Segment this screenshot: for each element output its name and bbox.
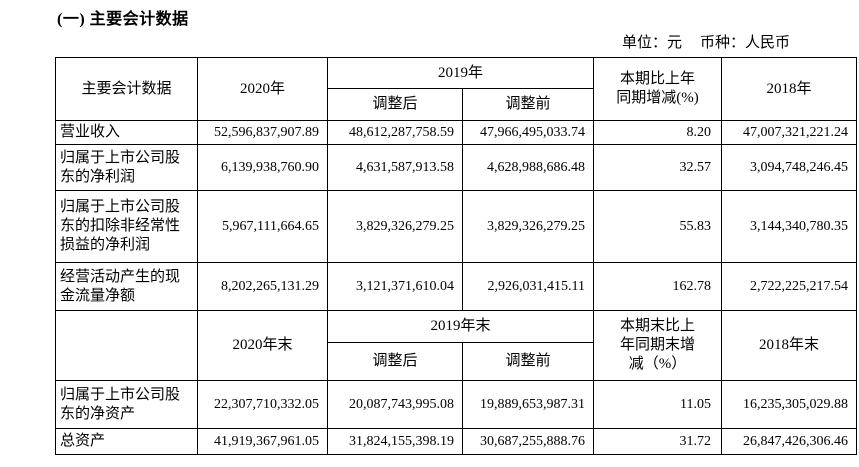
row-label: 经营活动产生的现金流量净额 xyxy=(55,262,198,311)
cell-change: 55.83 xyxy=(593,190,723,263)
table-row-deducted-net-profit: 归属于上市公司股东的扣除非经常性损益的净利润 5,967,111,664.65 … xyxy=(55,190,858,263)
cell-2019-after: 4,631,587,913.58 xyxy=(327,144,463,191)
header-change-line1: 本期比上年 xyxy=(620,71,696,87)
cell-2019-after: 48,612,287,758.59 xyxy=(327,120,463,145)
unit-note: 单位：元 币种：人民币 xyxy=(622,31,790,52)
cell-2020: 5,967,111,664.65 xyxy=(197,190,328,263)
table-row-operating-cash-flow: 经营活动产生的现金流量净额 8,202,265,131.29 3,121,371… xyxy=(55,262,858,311)
cell-2020: 52,596,837,907.89 xyxy=(197,120,328,145)
cell-2019-before: 30,687,255,888.76 xyxy=(461,428,595,455)
cell-2020: 8,202,265,131.29 xyxy=(197,262,328,311)
cell-2019-before: 4,628,988,686.48 xyxy=(461,144,595,191)
row-label: 归属于上市公司股东的扣除非经常性损益的净利润 xyxy=(55,190,198,263)
header-cell-change: 本期比上年 同期增减(%) xyxy=(593,57,723,121)
endpoint-header-row-1: 2020年末 2019年末 本期末比上 年同期末增 减（%） 2018年末 xyxy=(55,310,858,381)
cell-2019-before: 47,966,495,033.74 xyxy=(461,120,595,145)
header-cell-change-end: 本期末比上 年同期末增 减（%） xyxy=(593,310,723,381)
header-change-end-line2: 年同期末增 xyxy=(620,337,696,353)
header-cell-adjusted-before-end: 调整前 xyxy=(461,342,595,381)
header-change-end-line3: 减（%） xyxy=(628,356,687,372)
cell-2018: 2,722,225,217.54 xyxy=(721,262,858,311)
cell-2019-after: 20,087,743,995.08 xyxy=(327,380,463,429)
row-label: 总资产 xyxy=(55,428,198,455)
cell-2019-before: 19,889,653,987.31 xyxy=(461,380,595,429)
header-cell-2018: 2018年 xyxy=(721,57,858,121)
period-header-row-2: 调整后 调整前 xyxy=(56,88,857,121)
cell-2018: 47,007,321,221.24 xyxy=(721,120,858,145)
cell-2019-after: 3,121,371,610.04 xyxy=(327,262,463,311)
cell-2020: 22,307,710,332.05 xyxy=(197,380,328,429)
header-cell-adjusted-before: 调整前 xyxy=(461,88,595,121)
cell-2019-after: 3,829,326,279.25 xyxy=(327,190,463,263)
cell-2019-after: 31,824,155,398.19 xyxy=(327,428,463,455)
table-row-total-assets: 总资产 41,919,367,961.05 31,824,155,398.19 … xyxy=(55,428,858,455)
currency-label: 币种：人民币 xyxy=(699,35,790,51)
endpoint-header-row-2: 调整后 调整前 xyxy=(56,342,857,381)
cell-change: 32.57 xyxy=(593,144,723,191)
cell-2018: 3,144,340,780.35 xyxy=(721,190,858,263)
section-title: (一) 主要会计数据 xyxy=(57,11,189,28)
header-cell-empty xyxy=(55,310,198,381)
period-header-row-1: 主要会计数据 2020年 2019年 本期比上年 同期增减(%) 2018年 xyxy=(55,57,858,121)
header-cell-2020: 2020年 xyxy=(197,57,328,121)
unit-label: 单位：元 xyxy=(621,35,682,51)
header-cell-2019-end: 2019年末 xyxy=(326,310,595,343)
table-row-net-profit: 归属于上市公司股东的净利润 6,139,938,760.90 4,631,587… xyxy=(55,144,858,191)
header-cell-2020-end: 2020年末 xyxy=(197,310,328,381)
cell-2019-before: 3,829,326,279.25 xyxy=(461,190,595,263)
header-cell-adjusted-after: 调整后 xyxy=(327,88,463,121)
cell-2018: 26,847,426,306.46 xyxy=(721,428,858,455)
header-change-line2: 同期增减(%) xyxy=(616,90,699,106)
cell-change: 8.20 xyxy=(593,120,723,145)
cell-change: 11.05 xyxy=(593,380,723,429)
cell-2018: 3,094,748,246.45 xyxy=(721,144,858,191)
row-label: 归属于上市公司股东的净资产 xyxy=(55,380,198,429)
row-label: 营业收入 xyxy=(55,120,198,145)
cell-2020: 41,919,367,961.05 xyxy=(197,428,328,455)
header-cell-adjusted-after-end: 调整后 xyxy=(327,342,463,381)
row-label: 归属于上市公司股东的净利润 xyxy=(55,144,198,191)
key-accounting-data-table: 主要会计数据 2020年 2019年 本期比上年 同期增减(%) 2018年 调… xyxy=(55,57,858,455)
header-cell-label: 主要会计数据 xyxy=(55,57,198,121)
header-cell-2019: 2019年 xyxy=(326,57,595,89)
table-row-revenue: 营业收入 52,596,837,907.89 48,612,287,758.59… xyxy=(55,120,858,145)
table-row-net-assets: 归属于上市公司股东的净资产 22,307,710,332.05 20,087,7… xyxy=(55,380,858,429)
cell-2019-before: 2,926,031,415.11 xyxy=(461,262,595,311)
cell-2020: 6,139,938,760.90 xyxy=(197,144,328,191)
cell-change: 31.72 xyxy=(593,428,723,455)
cell-2018: 16,235,305,029.88 xyxy=(721,380,858,429)
header-change-end-line1: 本期末比上 xyxy=(620,318,696,334)
header-cell-2018-end: 2018年末 xyxy=(721,310,858,381)
cell-change: 162.78 xyxy=(593,262,723,311)
